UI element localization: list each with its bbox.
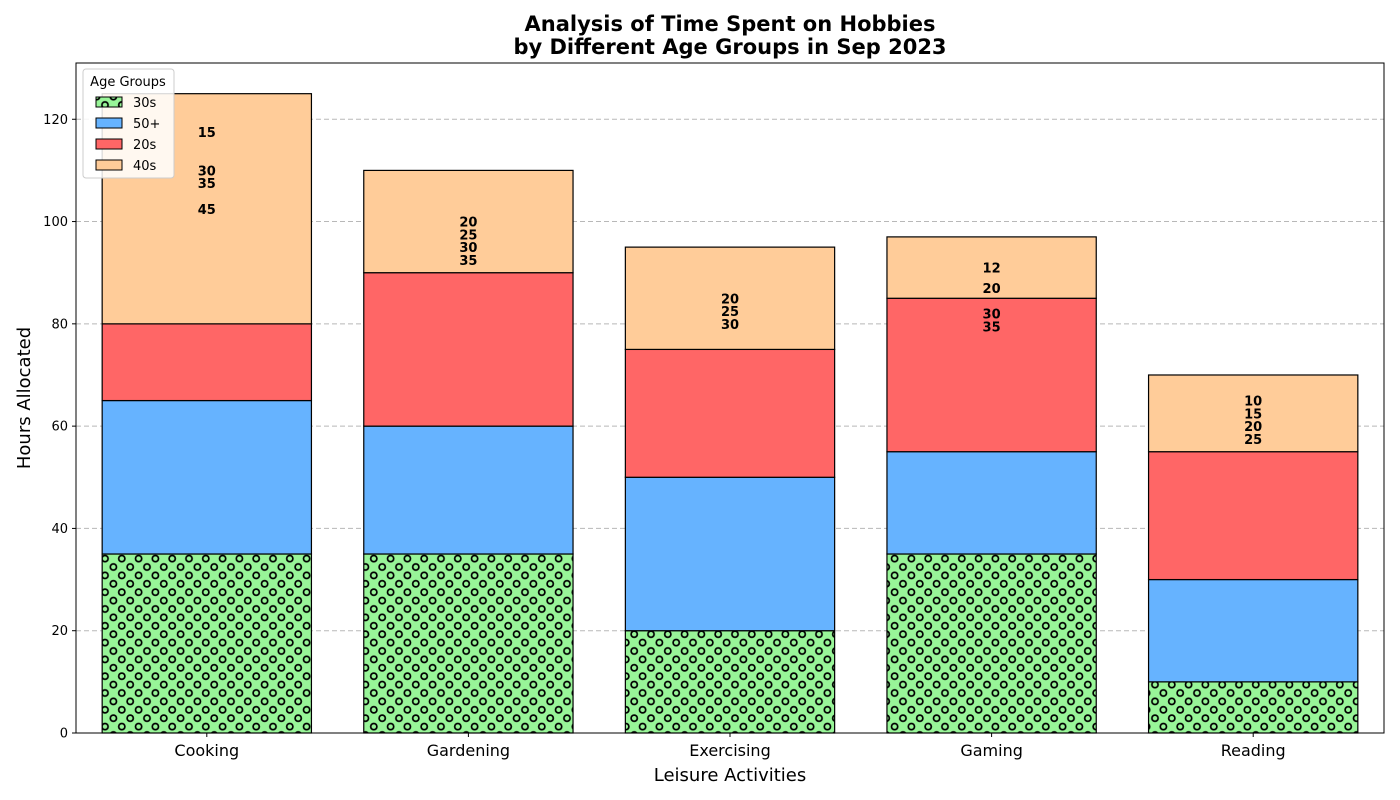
legend-title: Age Groups xyxy=(90,75,166,90)
bar-reading-50- xyxy=(1147,578,1359,683)
legend-swatch-30s xyxy=(95,96,123,108)
x-tick-label-gardening: Gardening xyxy=(427,741,510,760)
bar-gaming-30s xyxy=(886,553,1097,734)
value-label-cooking-0: 15 xyxy=(198,126,216,141)
bar-cooking-50- xyxy=(101,399,313,555)
value-label-gaming-1: 20 xyxy=(983,282,1001,297)
chart-title-line-2: by Different Age Groups in Sep 2023 xyxy=(513,35,946,59)
legend-swatch-40s xyxy=(95,159,123,171)
y-tick-label-100: 100 xyxy=(43,215,68,230)
value-label-reading-0: 10 xyxy=(1244,395,1262,410)
bar-gardening-20s xyxy=(363,272,574,427)
y-axis-ticks: 0 20 40 60 80 100 120 xyxy=(43,113,76,742)
value-label-reading-2: 20 xyxy=(1244,420,1262,435)
bar-exercising-30s xyxy=(624,630,836,734)
x-tick-label-gaming: Gaming xyxy=(960,741,1023,760)
x-axis-label: Leisure Activities xyxy=(654,765,807,786)
bar-exercising-40s xyxy=(624,246,836,351)
y-tick-label-80: 80 xyxy=(51,317,68,332)
bar-reading-30s xyxy=(1147,681,1359,734)
bar-reading-40s xyxy=(1147,374,1359,453)
value-label-gardening-3: 35 xyxy=(459,254,477,269)
legend-label-40s: 40s xyxy=(133,159,157,174)
bar-gaming-20s xyxy=(886,297,1097,453)
y-tick-label-40: 40 xyxy=(51,522,68,537)
legend-label-30s: 30s xyxy=(133,96,157,111)
legend-label-20s: 20s xyxy=(133,138,157,153)
bar-gaming-40s xyxy=(886,236,1097,299)
chart-title-line-1: Analysis of Time Spent on Hobbies xyxy=(525,12,936,36)
value-label-cooking-1: 30 xyxy=(198,164,216,179)
bars xyxy=(101,93,1359,734)
value-label-reading-1: 15 xyxy=(1244,407,1262,422)
value-label-reading-3: 25 xyxy=(1244,433,1262,448)
value-label-cooking-3: 45 xyxy=(198,203,216,218)
value-label-gaming-3: 35 xyxy=(983,320,1001,335)
y-tick-label-120: 120 xyxy=(43,113,68,128)
value-label-cooking-2: 35 xyxy=(198,177,216,192)
value-label-gardening-2: 30 xyxy=(459,241,477,256)
bar-cooking-20s xyxy=(101,323,313,402)
legend-swatch-50- xyxy=(95,117,123,129)
legend-box xyxy=(82,68,175,179)
bar-gardening-50- xyxy=(363,425,574,555)
value-label-exercising-2: 30 xyxy=(721,318,739,333)
value-label-exercising-0: 20 xyxy=(721,292,739,307)
y-axis-label: Hours Allocated xyxy=(14,327,35,469)
bar-exercising-20s xyxy=(624,348,836,478)
legend: Age Groups 30s 50+ 20s 40s xyxy=(82,68,175,179)
x-tick-label-exercising: Exercising xyxy=(689,741,770,760)
value-label-gaming-0: 12 xyxy=(983,262,1001,277)
value-label-gardening-1: 25 xyxy=(459,228,477,243)
legend-label-50-: 50+ xyxy=(133,117,160,132)
y-tick-label-20: 20 xyxy=(51,624,68,639)
legend-swatch-20s xyxy=(95,138,123,150)
bar-gardening-40s xyxy=(363,169,574,274)
bar-reading-20s xyxy=(1147,451,1359,581)
value-label-gaming-2: 30 xyxy=(983,308,1001,323)
x-tick-label-reading: Reading xyxy=(1221,741,1286,760)
x-axis-ticks: Cooking Gardening Exercising Gaming Reading xyxy=(174,733,1286,760)
y-tick-label-60: 60 xyxy=(51,420,68,435)
bar-exercising-50- xyxy=(624,476,836,632)
x-tick-label-cooking: Cooking xyxy=(174,741,239,760)
bar-gaming-50- xyxy=(886,451,1097,555)
y-tick-label-0: 0 xyxy=(60,727,68,742)
legend-items: 30s 50+ 20s 40s xyxy=(95,96,160,174)
value-label-gardening-0: 20 xyxy=(459,216,477,231)
bar-cooking-30s xyxy=(101,553,313,734)
value-label-exercising-1: 25 xyxy=(721,305,739,320)
bar-gardening-30s xyxy=(363,553,574,734)
